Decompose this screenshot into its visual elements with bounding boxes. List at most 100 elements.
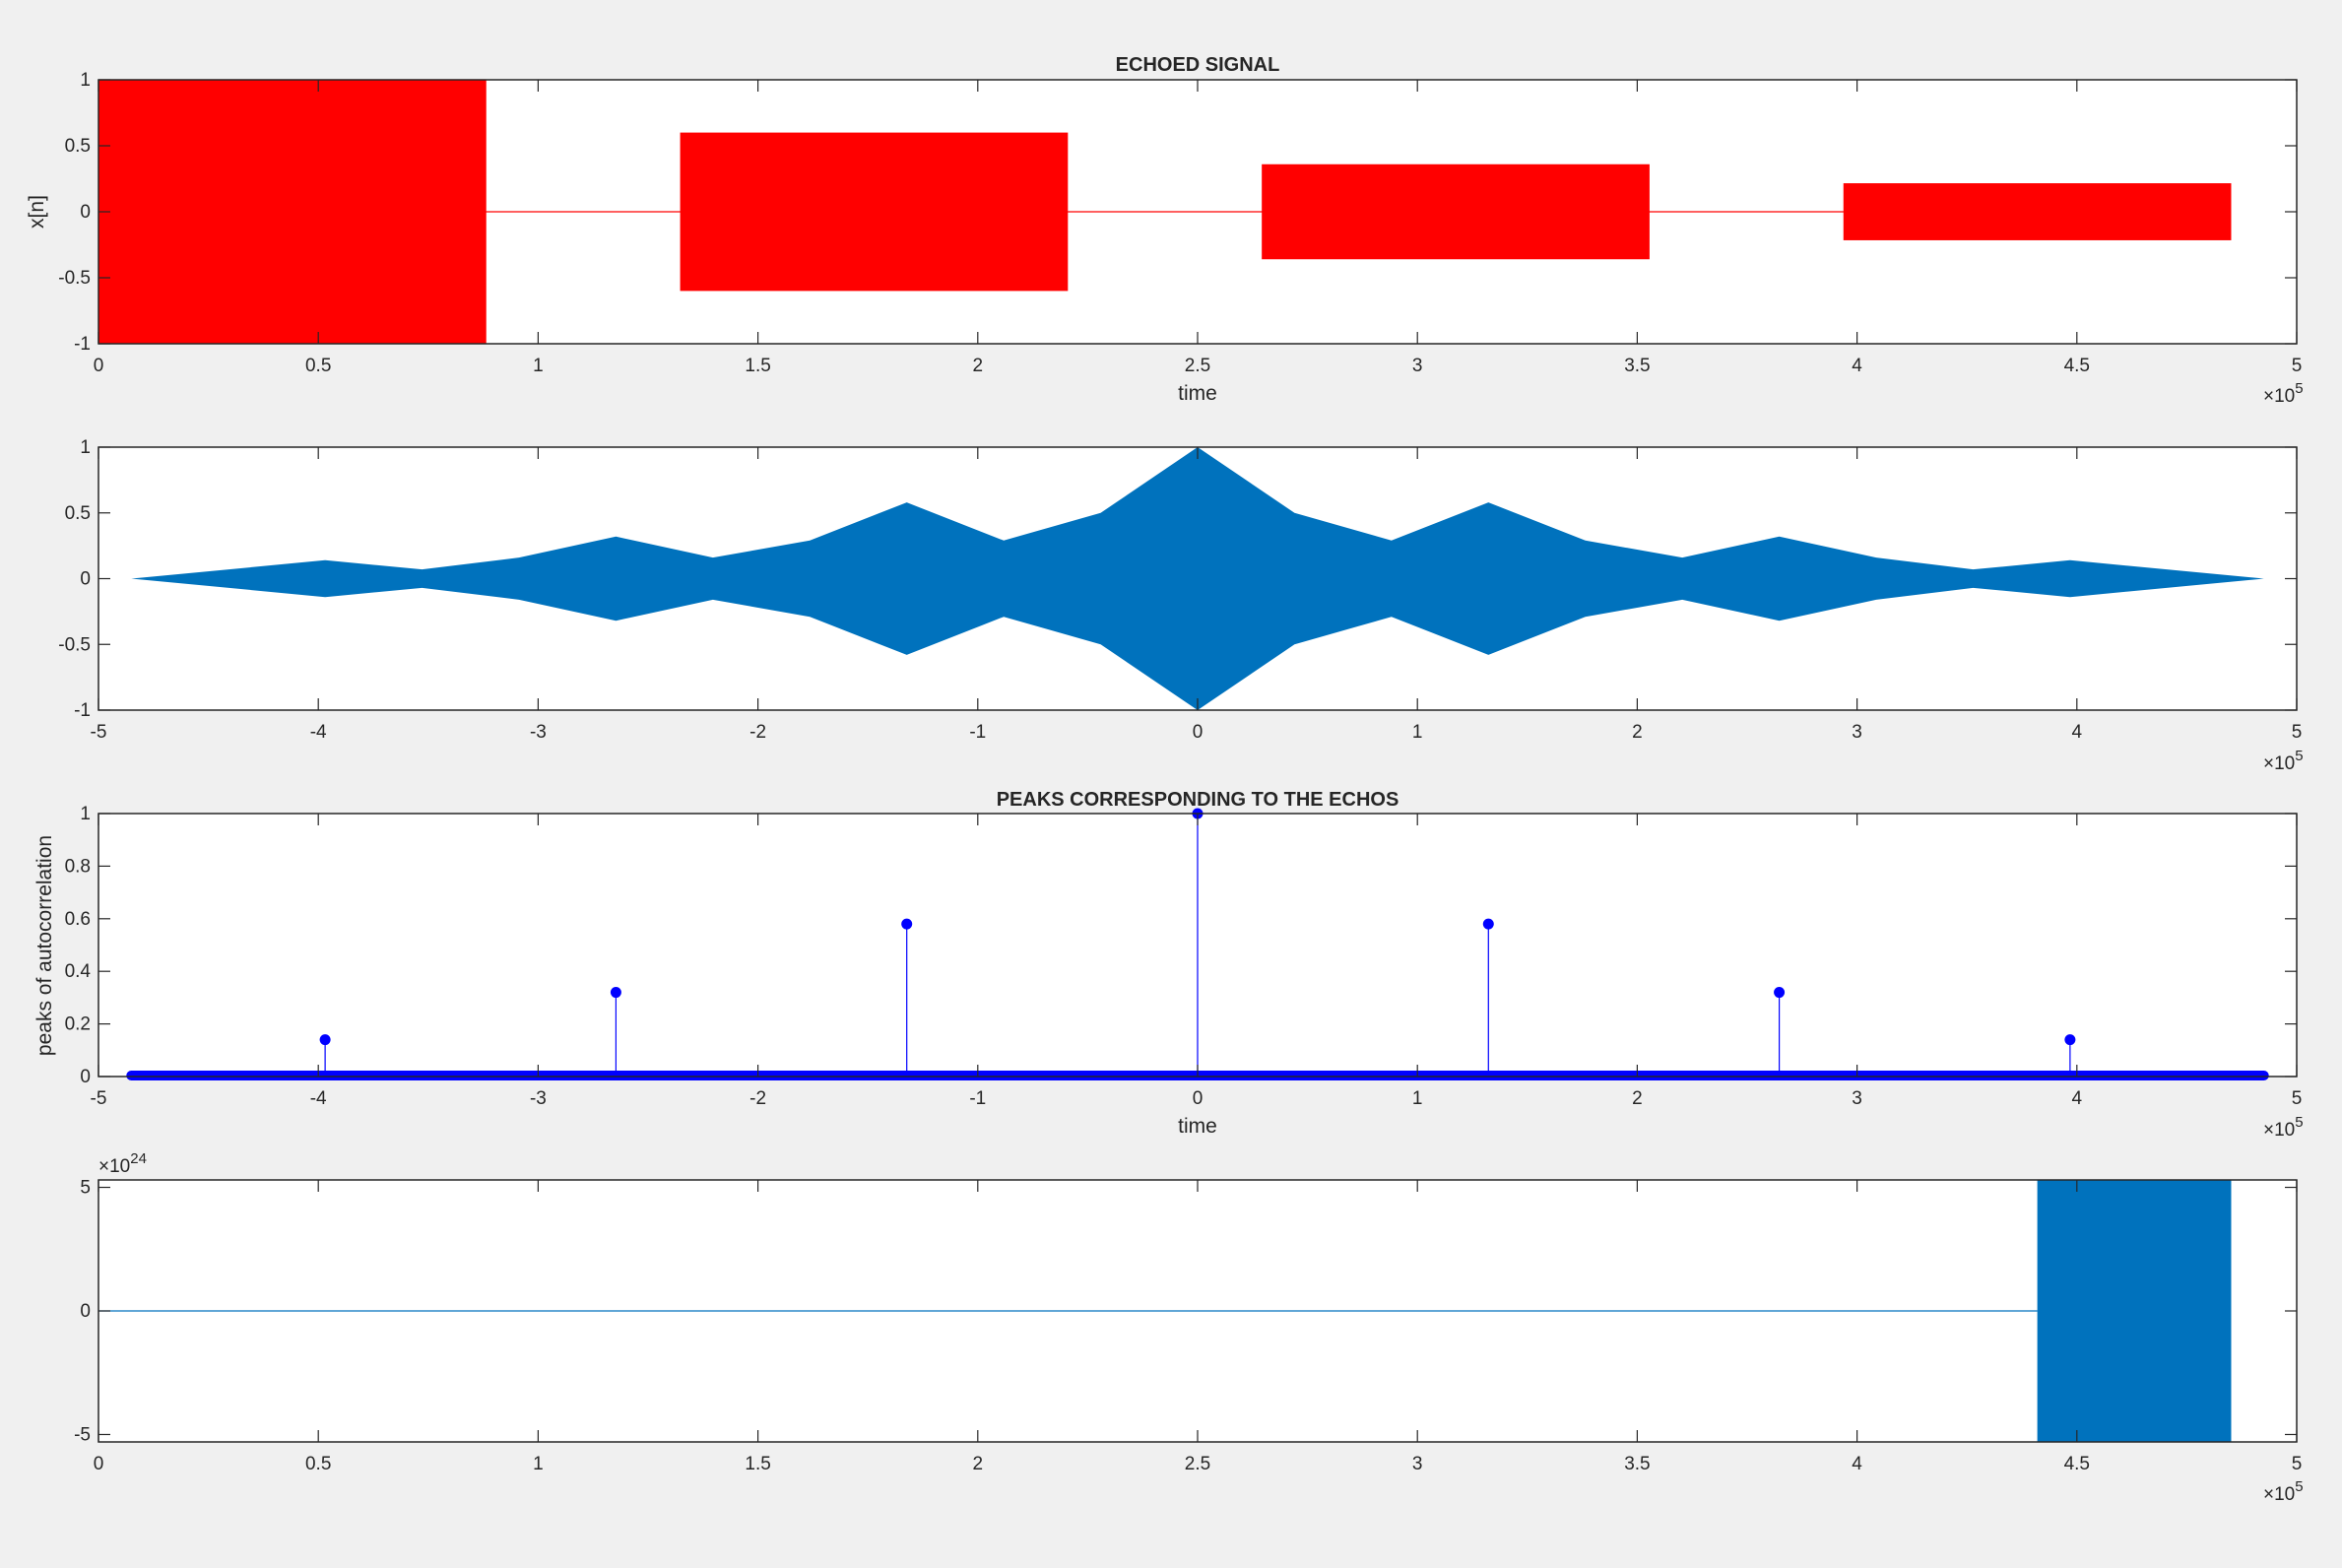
panel-2-x-tick-label: 4 bbox=[2072, 722, 2083, 743]
panel-2-y-tick-label: -1 bbox=[74, 700, 91, 721]
panel-3-ticks: -5 -4 -3 -2 -1 0 1 2 3 4 5 0 0.2 0.4 0.6 0.8 1 bbox=[65, 804, 2303, 1109]
panel-1-x-tick-label: 2 bbox=[973, 356, 984, 376]
panel-1-data bbox=[98, 80, 2232, 344]
panel-4-y-tick-label: -5 bbox=[74, 1424, 91, 1445]
panel-1-x-tick-label: 5 bbox=[2292, 356, 2303, 376]
panel-3-x-tick-label: -1 bbox=[969, 1088, 986, 1109]
panel-2-axes-box bbox=[98, 446, 2298, 711]
panel-3: -5 -4 -3 -2 -1 0 1 2 3 4 5 0 0.2 0.4 0.6 0.8 1 PEAKS COR… bbox=[33, 789, 2304, 1141]
panel-3-y-tick-label: 0 bbox=[80, 1067, 91, 1087]
panel-2-x-tick-label: 2 bbox=[1632, 722, 1643, 743]
panel-1-y-axis-label: x[n] bbox=[26, 195, 48, 229]
panel-1-ticks: 0 0.5 1 1.5 2 2.5 3 3.5 4 4.5 5 -1 -0.5 0 0.5 1 bbox=[58, 70, 2302, 376]
panel-3-y-tick-label: 0.6 bbox=[65, 909, 91, 930]
panel-2-y-tick-label: -0.5 bbox=[58, 634, 91, 655]
panel-2-x-tick-label: 0 bbox=[1193, 722, 1204, 743]
panel-3-x-tick-label: 3 bbox=[1852, 1088, 1862, 1109]
panel-3-axes-box bbox=[98, 813, 2298, 1078]
panel-4-x-tick-label: 4 bbox=[1852, 1454, 1862, 1474]
panel-1-x-tick-label: 1.5 bbox=[745, 356, 770, 376]
panel-3-y-tick-label: 1 bbox=[80, 804, 91, 824]
panel-3-stem-marker bbox=[2064, 1034, 2076, 1046]
panel-4-x-tick-label: 4.5 bbox=[2064, 1454, 2090, 1474]
panel-1-x-tick-label: 3.5 bbox=[1624, 356, 1650, 376]
panel-1-y-tick-label: 0.5 bbox=[65, 136, 91, 157]
panel-3-y-tick-label: 0.2 bbox=[65, 1014, 91, 1035]
panel-3-x-tick-label: -2 bbox=[749, 1088, 766, 1109]
panel-4-x-tick-label: 0 bbox=[94, 1454, 104, 1474]
panel-3-x-tick-label: 1 bbox=[1412, 1088, 1423, 1109]
panel-3-y-tick-label: 0.8 bbox=[65, 856, 91, 877]
panel-3-x-tick-label: 0 bbox=[1193, 1088, 1204, 1109]
panel-3-x-tick-label: 2 bbox=[1632, 1088, 1643, 1109]
panel-2-x-tick-label: -3 bbox=[530, 722, 547, 743]
panel-3-stem-marker bbox=[1774, 987, 1786, 999]
panel-1-y-tick-label: 0 bbox=[80, 202, 91, 223]
panel-3-stem-marker bbox=[610, 987, 621, 999]
panel-3-x-tick-label: 4 bbox=[2072, 1088, 2083, 1109]
panel-1-x-axis-label: time bbox=[1178, 382, 1217, 405]
panel-4-x-tick-label: 1.5 bbox=[745, 1454, 770, 1474]
panel-2-x-tick-label: -4 bbox=[310, 722, 327, 743]
panel-4-x-tick-label: 0.5 bbox=[305, 1454, 331, 1474]
panel-3-title: PEAKS CORRESPONDING TO THE ECHOS bbox=[997, 789, 1399, 811]
panel-1-x-tick-label: 1 bbox=[533, 356, 544, 376]
panel-1-x-tick-label: 2.5 bbox=[1185, 356, 1210, 376]
panel-1-y-tick-label: 1 bbox=[80, 70, 91, 91]
panel-1-signal-burst bbox=[1262, 163, 1650, 260]
panel-4-x-tick-label: 3.5 bbox=[1624, 1454, 1650, 1474]
panel-2-y-tick-label: 0.5 bbox=[65, 503, 91, 524]
panel-3-stem-marker bbox=[319, 1034, 331, 1046]
panel-4-y-exponent-value: 24 bbox=[130, 1150, 147, 1167]
panel-2-x-exponent-value: 5 bbox=[2295, 748, 2303, 764]
panel-2-x-tick-label: -1 bbox=[969, 722, 986, 743]
panel-1-axes-box bbox=[98, 79, 2298, 345]
panel-3-x-tick-label: -5 bbox=[91, 1088, 107, 1109]
panel-2-x-tick-label: -2 bbox=[749, 722, 766, 743]
panel-1-signal-burst bbox=[680, 132, 1069, 292]
panel-4-y-tick-label: 0 bbox=[80, 1301, 91, 1322]
panel-2-data bbox=[131, 447, 2264, 710]
panel-3-y-tick-label: 0.4 bbox=[65, 961, 92, 982]
panel-1-y-tick-label: -0.5 bbox=[58, 268, 91, 289]
panel-4-signal-burst bbox=[2037, 1180, 2232, 1442]
panel-3-x-exponent-value: 5 bbox=[2295, 1114, 2303, 1131]
panel-1-x-tick-label: 4.5 bbox=[2064, 356, 2090, 376]
panel-3-stem-marker bbox=[1482, 918, 1494, 930]
panel-3-x-tick-label: 5 bbox=[2292, 1088, 2303, 1109]
panel-2: -5 -4 -3 -2 -1 0 1 2 3 4 5-1-0.500.51 ×105 bbox=[58, 437, 2303, 774]
panel-4: 0 0.5 1 1.5 2 2.5 3 3.5 4 4.5 5-505 ×1024 ×105 bbox=[74, 1150, 2303, 1505]
panel-4-x-tick-label: 5 bbox=[2292, 1454, 2303, 1474]
panel-1-title: ECHOED SIGNAL bbox=[1116, 54, 1280, 76]
panel-2-x-tick-label: 3 bbox=[1852, 722, 1862, 743]
panel-2-autocorrelation-envelope bbox=[131, 447, 2264, 710]
panel-4-x-tick-label: 2 bbox=[973, 1454, 984, 1474]
panel-3-y-axis-label: peaks of autocorrelation bbox=[33, 835, 56, 1056]
panel-1-x-tick-label: 0.5 bbox=[305, 356, 331, 376]
panel-4-y-tick-label: 5 bbox=[80, 1178, 91, 1199]
panel-2-x-tick-label: -5 bbox=[91, 722, 107, 743]
panel-2-y-tick-label: 0 bbox=[80, 569, 91, 590]
panel-2-x-tick-label: 1 bbox=[1412, 722, 1423, 743]
panel-1-y-tick-label: -1 bbox=[74, 334, 91, 355]
panel-1-x-tick-label: 0 bbox=[94, 356, 104, 376]
panel-4-axes-box bbox=[98, 1179, 2298, 1443]
panel-1-x-tick-label: 3 bbox=[1412, 356, 1423, 376]
panel-3-x-tick-label: -4 bbox=[310, 1088, 327, 1109]
panel-1-x-tick-label: 4 bbox=[1852, 356, 1862, 376]
panel-3-stem-marker bbox=[901, 918, 913, 930]
panel-4-data bbox=[98, 1180, 2232, 1442]
panel-1: 0 0.5 1 1.5 2 2.5 3 3.5 4 4.5 5 -1 -0.5 0 0.5 1 ECHOED … bbox=[26, 54, 2304, 407]
panel-3-x-tick-label: -3 bbox=[530, 1088, 547, 1109]
panel-1-signal-burst bbox=[98, 80, 487, 344]
panel-4-x-exponent-value: 5 bbox=[2295, 1478, 2303, 1495]
panel-1-x-exponent-value: 5 bbox=[2295, 380, 2303, 397]
panel-2-ticks: -5 -4 -3 -2 -1 0 1 2 3 4 5 -1 -0.5 0 0.5 1 bbox=[58, 437, 2302, 743]
panel-3-x-axis-label: time bbox=[1178, 1115, 1217, 1138]
panel-4-x-tick-label: 3 bbox=[1412, 1454, 1423, 1474]
panel-2-y-tick-label: 1 bbox=[80, 437, 91, 458]
panel-1-signal-burst bbox=[1843, 183, 2232, 240]
panel-4-x-tick-label: 1 bbox=[533, 1454, 544, 1474]
panel-4-x-tick-label: 2.5 bbox=[1185, 1454, 1210, 1474]
